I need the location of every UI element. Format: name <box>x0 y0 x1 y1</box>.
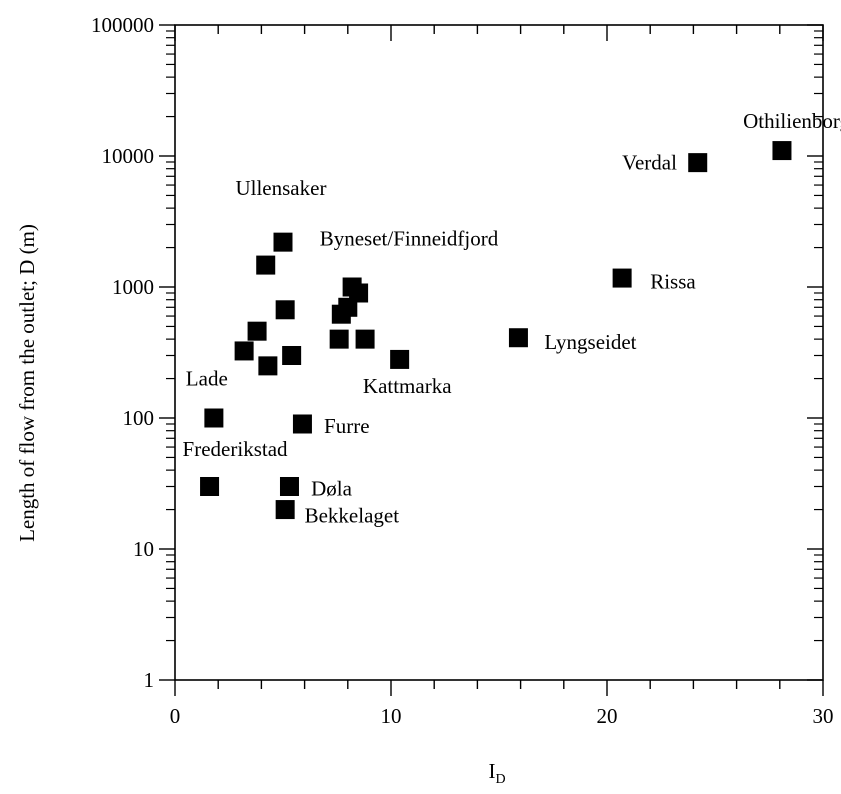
data-point <box>275 500 295 520</box>
point-label: Rissa <box>650 270 696 294</box>
plot-border <box>174 24 824 681</box>
point-label: Kattmarka <box>363 374 452 398</box>
x-axis-label-main: I <box>488 759 495 783</box>
data-point <box>355 329 375 349</box>
x-tick-label: 30 <box>813 704 834 728</box>
y-axis-ticks: 1 10 100 1000 10000 100000 <box>91 13 823 692</box>
point-annotations: Othilienborg Verdal Rissa Lyngseidet Kattmar… <box>183 109 841 528</box>
data-point <box>772 141 792 161</box>
x-tick-label: 0 <box>170 704 181 728</box>
point-label: Lade <box>186 367 228 391</box>
data-point <box>329 329 349 349</box>
x-axis-ticks: 0 10 20 30 <box>170 25 834 728</box>
data-point <box>331 304 351 324</box>
data-point <box>292 414 312 434</box>
point-label: Furre <box>324 414 370 438</box>
y-tick-label: 10000 <box>102 144 155 168</box>
y-tick-label: 100 <box>123 406 155 430</box>
data-point <box>204 408 224 428</box>
data-point <box>200 476 220 496</box>
point-label: Verdal <box>622 151 677 175</box>
point-label: Døla <box>311 476 353 500</box>
data-point <box>247 321 267 341</box>
x-axis-label-subscript: D <box>495 772 505 787</box>
point-label: Ullensaker <box>235 176 326 200</box>
point-label: Frederikstad <box>183 437 288 461</box>
data-point <box>390 349 410 369</box>
data-point <box>508 328 528 348</box>
x-tick-label: 20 <box>597 704 618 728</box>
data-point <box>612 268 632 288</box>
x-tick-label: 10 <box>381 704 402 728</box>
data-point <box>256 255 276 275</box>
point-label: Lyngseidet <box>544 330 636 354</box>
y-tick-label: 100000 <box>91 13 154 37</box>
data-point <box>234 341 254 361</box>
data-point <box>282 345 302 365</box>
data-point <box>275 300 295 320</box>
y-tick-label: 1000 <box>112 275 154 299</box>
data-point <box>258 356 278 376</box>
point-label: Byneset/Finneidfjord <box>320 226 499 250</box>
data-point <box>273 232 293 252</box>
data-point <box>688 153 708 173</box>
y-tick-label: 1 <box>144 668 155 692</box>
data-point <box>349 283 369 303</box>
point-label: Bekkelaget <box>305 504 400 528</box>
data-point <box>279 476 299 496</box>
point-label: Othilienborg <box>743 109 841 133</box>
y-tick-label: 10 <box>133 537 154 561</box>
plot-frame <box>174 24 824 681</box>
data-points <box>200 141 792 520</box>
x-axis-label: ID <box>488 759 505 787</box>
y-axis-label: Length of flow from the outlet; D (m) <box>15 224 39 542</box>
